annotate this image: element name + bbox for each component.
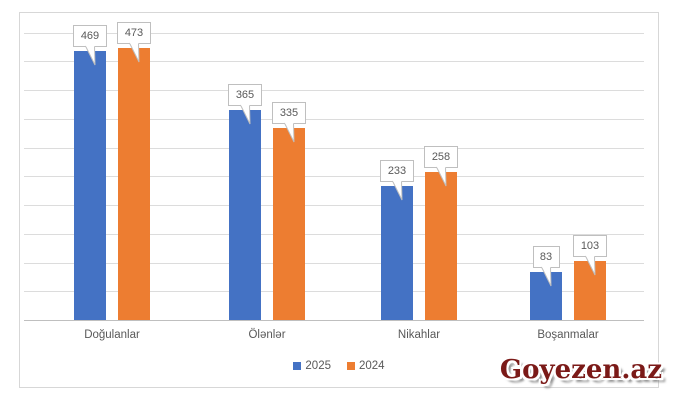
data-label-callout: 103 [573,234,607,257]
category-label-4: Boşanmalar [537,329,599,341]
legend-item-2025: 2025 [293,360,331,372]
callout-tail [541,266,557,289]
callout-tail [85,44,101,68]
callout-tail [129,42,145,65]
x-axis-line [24,320,644,321]
plot-area: 469 365 233 83 473 335 258 103 Doğulanlar Ölənlər… [20,13,658,387]
gridline [24,118,644,120]
gridline [24,147,644,149]
callout-tail [240,104,256,127]
data-label-callout: 233 [380,160,414,183]
callout-tail [585,254,601,278]
legend-item-2024: 2024 [347,360,385,372]
callout-tail [392,180,408,203]
category-label-3: Nikahlar [397,329,441,341]
legend-label-2025: 2025 [305,360,331,372]
bar-2025-4 [530,272,562,320]
legend-swatch-2025 [293,362,302,370]
bar-2024-1 [118,48,150,320]
bar-2025-2 [229,110,261,320]
bar-2025-3 [381,186,413,320]
data-label-callout: 469 [73,24,107,47]
callout-tail [436,165,452,189]
gridline [24,90,644,92]
gridline [24,233,644,235]
chart-frame: 469 365 233 83 473 335 258 103 Doğulanlar Ölənlər… [19,12,659,388]
gridline [24,262,644,264]
category-label-1: Doğulanlar [84,329,140,341]
gridline [24,32,644,34]
callout-tail [284,121,300,145]
bar-2024-3 [425,171,457,320]
gridline [24,176,644,178]
bar-2024-2 [273,127,305,320]
gridline [24,205,644,207]
data-label-callout: 473 [117,22,151,45]
bar-2024-4 [574,260,606,320]
gridline [24,61,644,63]
bar-2025-1 [74,50,106,320]
legend-label-2024: 2024 [359,360,385,372]
legend: 2025 2024 [20,360,658,372]
legend-swatch-2024 [347,362,355,370]
category-label-2: Ölənlər [248,329,286,341]
watermark-text: Goyezen.az [499,355,662,385]
data-label-callout: 83 [532,246,560,269]
data-label-callout: 365 [228,84,262,107]
data-label-callout: 258 [424,145,458,168]
gridline [24,291,644,293]
data-label-callout: 335 [272,101,306,124]
